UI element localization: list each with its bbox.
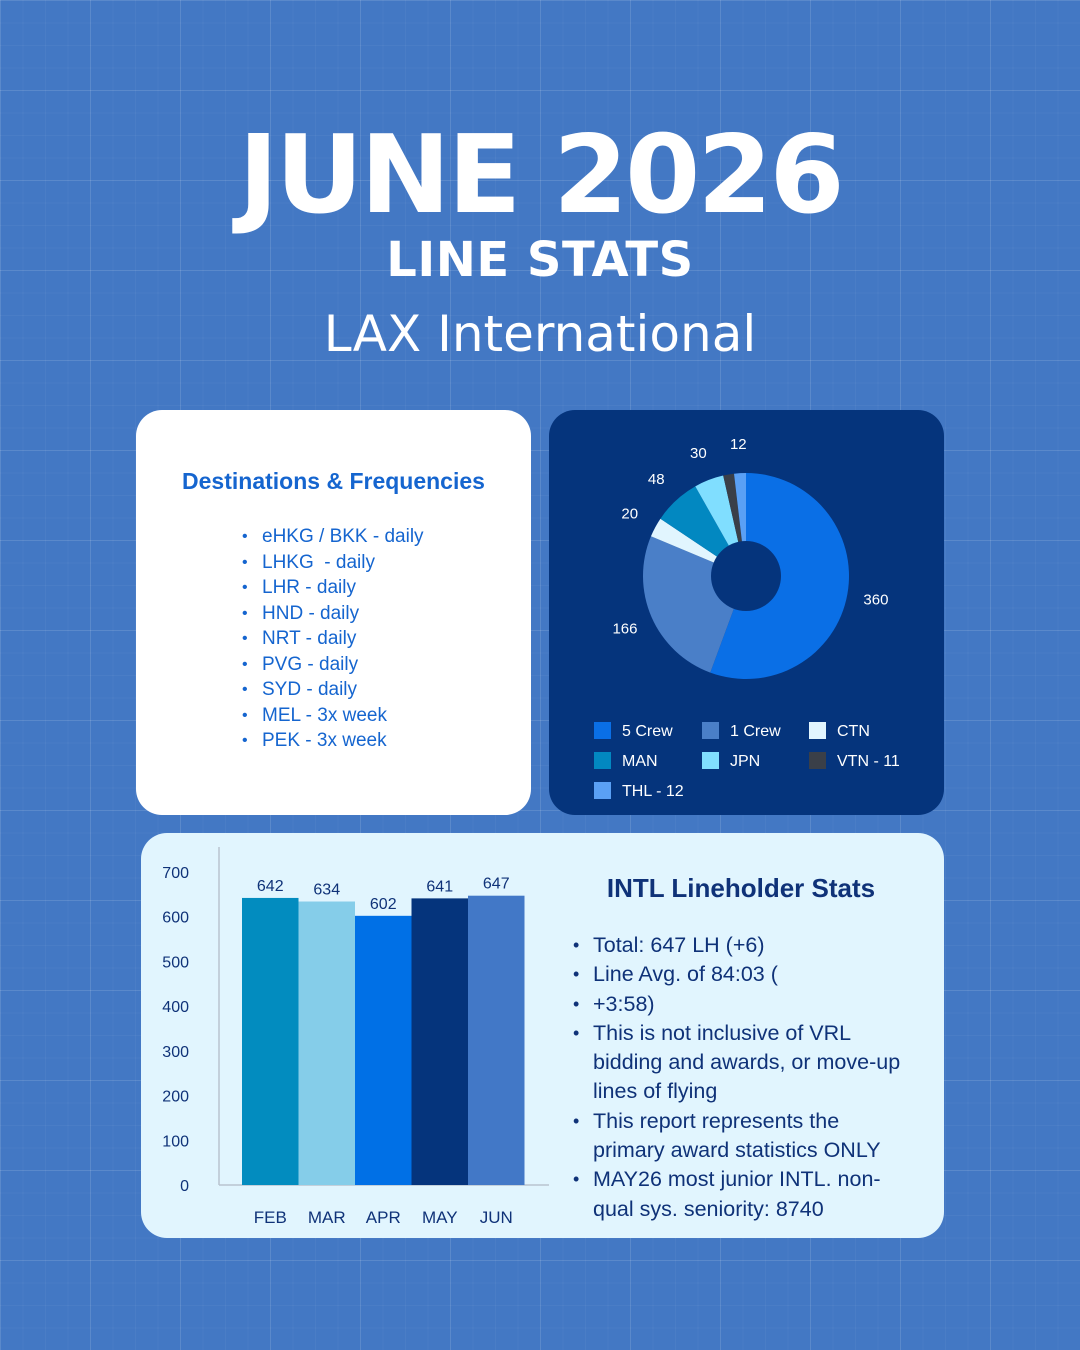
legend-swatch [594, 752, 611, 769]
bar-jun [468, 895, 525, 1185]
y-tick-label: 700 [162, 865, 189, 882]
stats-list: Total: 647 LH (+6) Line Avg. of 84:03 ( … [573, 931, 913, 1224]
x-tick-label: FEB [254, 1208, 287, 1227]
legend-label: THL - 12 [622, 783, 684, 800]
pie-data-label: 48 [648, 471, 665, 488]
destination-item: MEL - 3x week [242, 703, 424, 729]
stats-item: MAY26 most junior INTL. non-qual sys. se… [573, 1165, 913, 1224]
page-title: JUNE 2026 [238, 113, 844, 238]
legend-label: 5 Crew [622, 723, 673, 740]
lineholder-card: 0 100 200 300 400 500 600 700 642 FEB 634 MAR 602 APR… [141, 833, 944, 1238]
stats-heading: INTL Lineholder Stats [606, 873, 876, 903]
pie-data-label: 12 [730, 436, 747, 453]
y-tick-label: 500 [162, 954, 189, 971]
bar-feb [242, 897, 299, 1185]
bar-apr [355, 915, 412, 1185]
destination-item: PVG - daily [242, 652, 424, 678]
legend-label: JPN [730, 753, 760, 770]
y-tick-label: 0 [180, 1178, 189, 1195]
bar-data-label: 642 [257, 878, 284, 895]
legend-swatch [594, 782, 611, 799]
stats-item: +3:58) [573, 990, 913, 1020]
stats-item: Total: 647 LH (+6) [573, 931, 913, 961]
donut-hole [711, 541, 781, 611]
destination-item: eHKG / BKK - daily [242, 524, 424, 550]
legend-label: 1 Crew [730, 723, 781, 740]
crew-donut-chart: 360 166 20 48 30 12 5 Crew 1 Crew CTN MAN JPN VTN -… [594, 436, 900, 800]
lineholder-bar-chart: 0 100 200 300 400 500 600 700 642 FEB 634 MAR 602 APR… [162, 847, 549, 1227]
y-tick-label: 400 [162, 999, 189, 1016]
bar-data-label: 641 [426, 878, 453, 895]
legend-swatch [594, 722, 611, 739]
destination-item: LHKG - daily [242, 550, 424, 576]
legend-swatch [702, 752, 719, 769]
x-tick-label: APR [366, 1208, 401, 1227]
destination-item: PEK - 3x week [242, 728, 424, 754]
x-tick-label: JUN [480, 1208, 513, 1227]
pie-data-label: 30 [690, 445, 707, 462]
x-tick-label: MAR [308, 1208, 346, 1227]
crew-pie-card: 360 166 20 48 30 12 5 Crew 1 Crew CTN MAN JPN VTN -… [549, 410, 944, 815]
bar-data-label: 602 [370, 896, 397, 913]
pie-data-label: 360 [863, 591, 888, 608]
destinations-list: eHKG / BKK - daily LHKG - daily LHR - da… [242, 524, 424, 754]
bar-may [411, 898, 468, 1185]
pie-data-label: 20 [621, 506, 638, 523]
legend-label: VTN - 11 [837, 753, 900, 770]
stats-item: This is not inclusive of VRL bidding and… [573, 1019, 913, 1107]
bar-data-label: 634 [313, 882, 340, 899]
destinations-card: Destinations & Frequencies eHKG / BKK - … [136, 410, 531, 815]
bar-mar [298, 901, 355, 1185]
y-tick-label: 200 [162, 1089, 189, 1106]
destination-item: HND - daily [242, 601, 424, 627]
stats-item: This report represents the primary award… [573, 1107, 913, 1166]
destination-item: SYD - daily [242, 677, 424, 703]
destination-item: NRT - daily [242, 626, 424, 652]
stats-item: Line Avg. of 84:03 ( [573, 960, 913, 990]
y-tick-label: 300 [162, 1044, 189, 1061]
legend-label: MAN [622, 753, 658, 770]
y-tick-label: 600 [162, 910, 189, 927]
destination-item: LHR - daily [242, 575, 424, 601]
legend-swatch [809, 722, 826, 739]
legend-swatch [702, 722, 719, 739]
page-subtitle: LINE STATS [386, 232, 694, 288]
y-tick-label: 100 [162, 1133, 189, 1150]
legend-swatch [809, 752, 826, 769]
legend-label: CTN [837, 723, 870, 740]
pie-data-label: 166 [612, 621, 637, 638]
x-tick-label: MAY [422, 1208, 458, 1227]
location-label: LAX International [323, 305, 757, 363]
destinations-heading: Destinations & Frequencies [182, 468, 485, 494]
bar-data-label: 647 [483, 876, 510, 893]
